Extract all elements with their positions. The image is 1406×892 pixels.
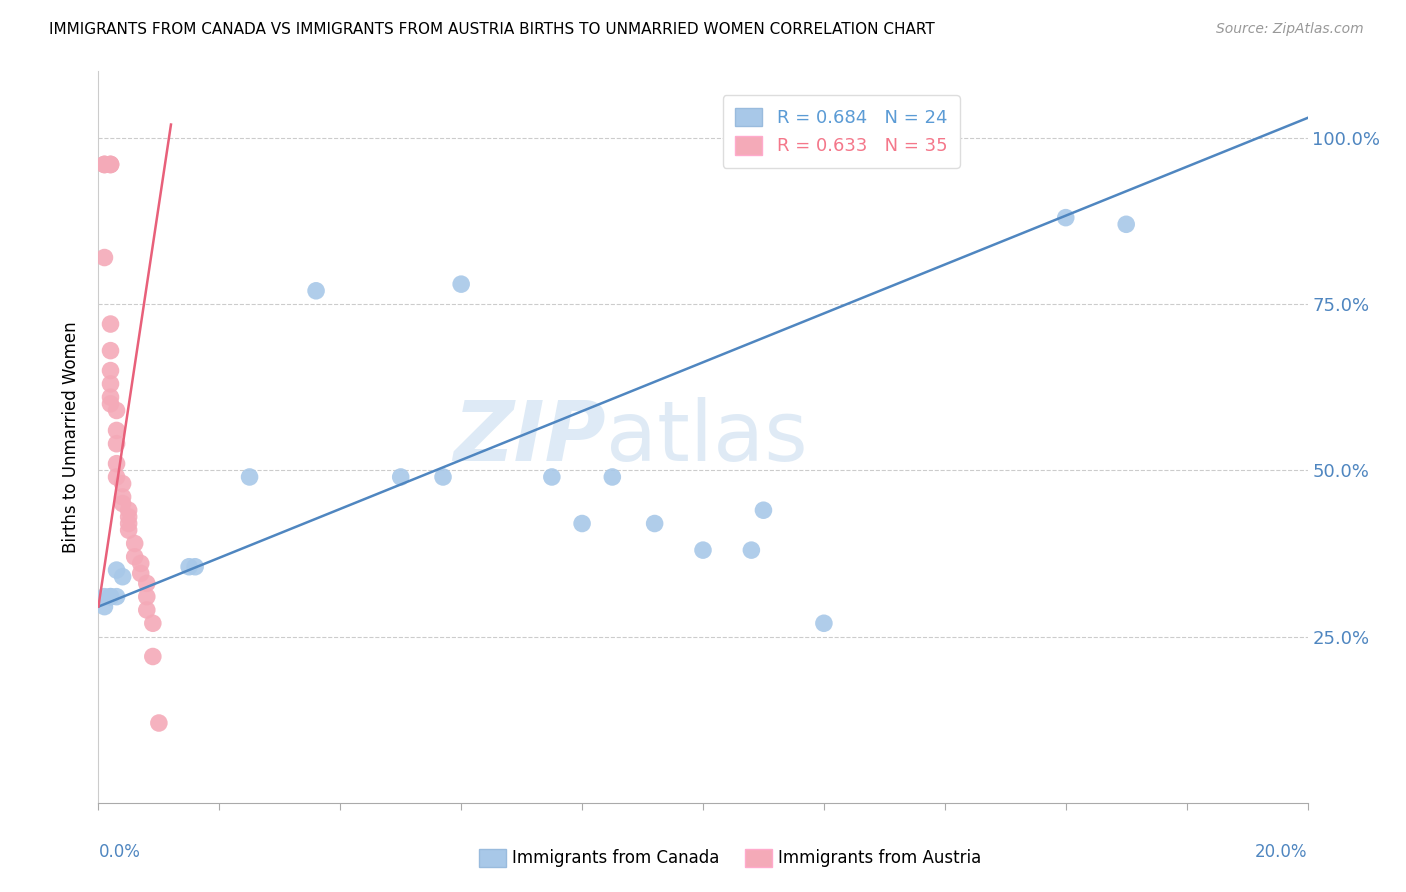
- Point: [389, 470, 412, 484]
- Point: [105, 563, 128, 577]
- Point: [135, 590, 157, 604]
- FancyBboxPatch shape: [745, 848, 772, 867]
- Point: [100, 317, 122, 331]
- Point: [142, 649, 165, 664]
- Point: [93, 157, 115, 171]
- Point: [740, 543, 762, 558]
- Text: Source: ZipAtlas.com: Source: ZipAtlas.com: [1216, 22, 1364, 37]
- Point: [432, 470, 454, 484]
- Point: [111, 497, 134, 511]
- Point: [135, 576, 157, 591]
- Point: [93, 590, 115, 604]
- Point: [100, 157, 122, 171]
- Point: [105, 470, 128, 484]
- Text: atlas: atlas: [606, 397, 808, 477]
- Point: [100, 590, 122, 604]
- Point: [129, 566, 152, 581]
- Point: [100, 343, 122, 358]
- Point: [179, 559, 201, 574]
- Point: [100, 363, 122, 377]
- Point: [100, 157, 122, 171]
- Text: Immigrants from Canada: Immigrants from Canada: [512, 848, 720, 867]
- Point: [105, 424, 128, 438]
- Point: [118, 509, 141, 524]
- Point: [540, 470, 562, 484]
- Point: [105, 457, 128, 471]
- Point: [93, 599, 115, 614]
- Point: [1054, 211, 1077, 225]
- Point: [93, 157, 115, 171]
- Point: [100, 157, 122, 171]
- Text: 0.0%: 0.0%: [98, 843, 141, 861]
- Point: [93, 157, 115, 171]
- Point: [105, 403, 128, 417]
- Point: [142, 616, 165, 631]
- Point: [129, 557, 152, 571]
- Point: [184, 559, 207, 574]
- Point: [644, 516, 666, 531]
- Legend: R = 0.684   N = 24, R = 0.633   N = 35: R = 0.684 N = 24, R = 0.633 N = 35: [723, 95, 960, 168]
- Point: [148, 716, 170, 731]
- Point: [602, 470, 624, 484]
- Point: [752, 503, 775, 517]
- Point: [118, 523, 141, 537]
- Point: [100, 590, 122, 604]
- Text: Immigrants from Austria: Immigrants from Austria: [778, 848, 981, 867]
- Point: [111, 476, 134, 491]
- Point: [239, 470, 262, 484]
- Point: [118, 503, 141, 517]
- Point: [305, 284, 328, 298]
- Text: 20.0%: 20.0%: [1256, 843, 1308, 861]
- Point: [450, 277, 472, 292]
- Point: [111, 490, 134, 504]
- Point: [105, 590, 128, 604]
- Point: [1115, 217, 1137, 231]
- Point: [111, 570, 134, 584]
- Point: [93, 251, 115, 265]
- Point: [692, 543, 714, 558]
- Y-axis label: Births to Unmarried Women: Births to Unmarried Women: [62, 321, 80, 553]
- Point: [100, 397, 122, 411]
- Point: [118, 516, 141, 531]
- Point: [124, 536, 146, 550]
- Point: [100, 376, 122, 391]
- Point: [813, 616, 835, 631]
- Point: [571, 516, 593, 531]
- Text: IMMIGRANTS FROM CANADA VS IMMIGRANTS FROM AUSTRIA BIRTHS TO UNMARRIED WOMEN CORR: IMMIGRANTS FROM CANADA VS IMMIGRANTS FRO…: [49, 22, 935, 37]
- Text: ZIP: ZIP: [454, 397, 606, 477]
- FancyBboxPatch shape: [479, 848, 506, 867]
- Point: [105, 436, 128, 450]
- Point: [135, 603, 157, 617]
- Point: [100, 390, 122, 404]
- Point: [124, 549, 146, 564]
